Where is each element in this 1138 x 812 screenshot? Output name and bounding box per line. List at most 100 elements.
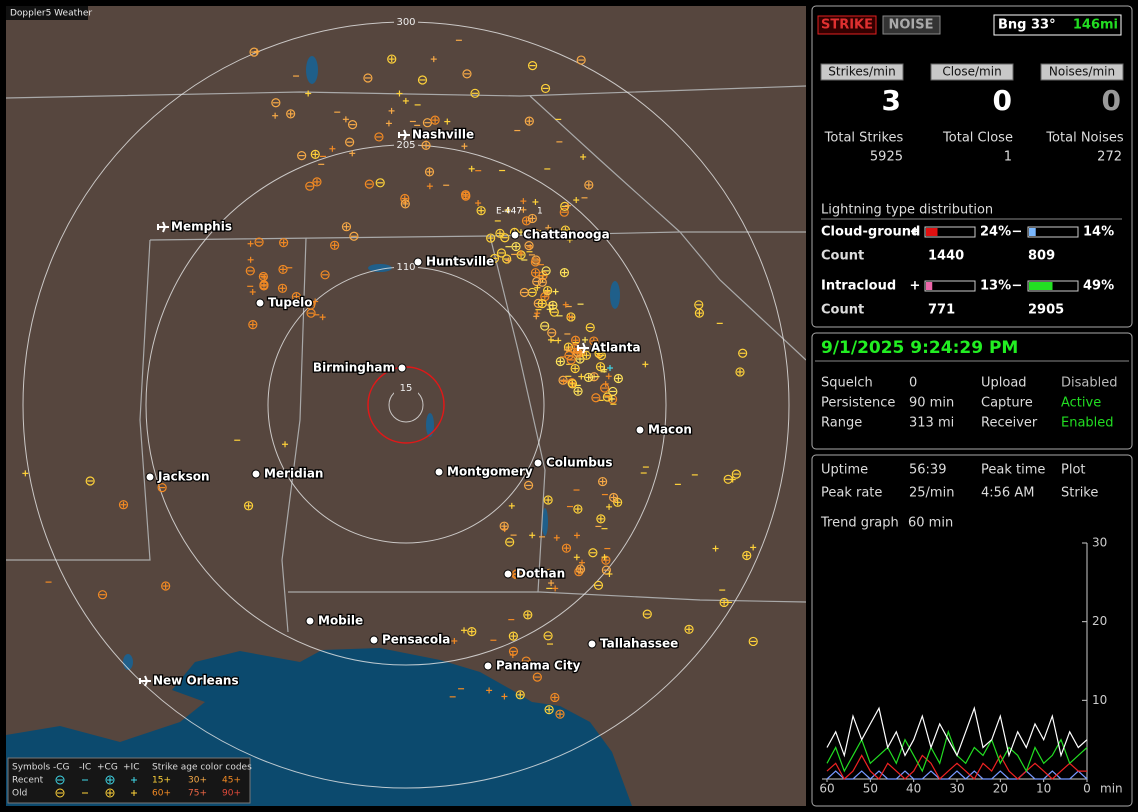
rate-button-label[interactable]: Close/min bbox=[942, 65, 1001, 79]
marker-ring bbox=[519, 287, 529, 298]
ring-label-bg bbox=[394, 16, 418, 28]
strike-marker bbox=[735, 367, 745, 377]
rate-button-label[interactable]: Strikes/min bbox=[828, 65, 895, 79]
marker-ring bbox=[531, 229, 541, 239]
strike-marker bbox=[319, 314, 326, 321]
noise-button[interactable] bbox=[882, 15, 941, 35]
lake bbox=[368, 264, 392, 272]
strike-marker bbox=[508, 502, 515, 509]
state-border bbox=[281, 237, 307, 633]
marker-ring bbox=[55, 775, 65, 785]
setting-text: Active bbox=[1061, 396, 1101, 411]
strike-marker bbox=[578, 373, 585, 380]
marker-ring bbox=[470, 88, 480, 98]
trend-span: 60 min bbox=[908, 516, 953, 531]
rate-value: 0 bbox=[993, 84, 1012, 117]
marker-ring bbox=[421, 130, 431, 141]
strike-marker bbox=[118, 500, 129, 510]
strike-marker bbox=[573, 197, 580, 204]
x-tick-label: 0 bbox=[1083, 782, 1091, 796]
marker-ring bbox=[271, 98, 281, 108]
strike-marker bbox=[461, 191, 471, 201]
marker-ring bbox=[576, 55, 586, 65]
strike-marker bbox=[518, 663, 525, 670]
strike-marker bbox=[529, 532, 536, 539]
strike-marker bbox=[584, 180, 594, 190]
marker-ring bbox=[613, 373, 623, 384]
percent-track bbox=[1027, 280, 1079, 292]
strike-marker bbox=[312, 177, 322, 187]
rate-button[interactable] bbox=[820, 63, 904, 81]
strike-marker bbox=[499, 521, 509, 531]
marker-ring bbox=[548, 300, 558, 311]
noise-button-label[interactable]: NOISE bbox=[888, 18, 933, 33]
marker-ring bbox=[417, 75, 428, 85]
x-tick-label: 40 bbox=[906, 782, 921, 796]
marker-ring bbox=[537, 299, 547, 309]
setting-text: 0 bbox=[909, 376, 917, 391]
city-label: Panama City bbox=[496, 659, 581, 673]
rate-button-label[interactable]: Noises/min bbox=[1049, 65, 1115, 79]
state-border bbox=[489, 235, 546, 593]
city-label: Jackson bbox=[157, 470, 210, 484]
strike-marker bbox=[245, 266, 255, 276]
rate-button[interactable] bbox=[1040, 63, 1124, 81]
rate-button[interactable] bbox=[930, 63, 1014, 81]
marker-ring bbox=[575, 564, 586, 574]
strike-marker bbox=[470, 88, 480, 98]
marker-ring bbox=[430, 115, 440, 125]
strike-marker bbox=[547, 336, 554, 343]
city-dot bbox=[434, 467, 444, 477]
strike-marker bbox=[254, 237, 264, 247]
sign: + bbox=[910, 225, 921, 240]
setting-text: Enabled bbox=[1061, 416, 1114, 431]
map[interactable]: 300 205 110 15 Nashville Memphis Chattanooga Hu… bbox=[6, 6, 806, 806]
strike-marker bbox=[642, 609, 652, 619]
strike-marker bbox=[543, 495, 553, 505]
strike-marker bbox=[569, 343, 579, 354]
marker-ring bbox=[596, 514, 606, 524]
strike-marker bbox=[712, 545, 719, 552]
total-label: Total Strikes bbox=[824, 131, 904, 146]
annotation: 1 bbox=[537, 207, 543, 217]
strike-button-label[interactable]: STRIKE bbox=[821, 18, 873, 33]
marker-ring bbox=[573, 504, 583, 514]
total-label: Total Close bbox=[942, 131, 1013, 146]
marker-ring bbox=[584, 180, 594, 190]
state-border bbox=[679, 231, 806, 361]
strike-marker bbox=[531, 229, 541, 239]
marker-ring bbox=[609, 492, 619, 503]
strike-marker bbox=[476, 206, 486, 216]
strike-marker bbox=[508, 631, 518, 641]
airport-icon bbox=[139, 675, 151, 687]
marker-ring bbox=[341, 222, 352, 232]
city-dot bbox=[305, 616, 315, 626]
strike-marker bbox=[279, 238, 289, 248]
strike-marker bbox=[282, 441, 289, 448]
strike-marker bbox=[468, 165, 475, 172]
strike-marker bbox=[561, 543, 572, 553]
marker-ring bbox=[527, 213, 537, 224]
strike-button[interactable] bbox=[817, 15, 877, 35]
city-dot bbox=[483, 661, 493, 671]
marker-ring bbox=[581, 350, 591, 360]
legend-age: 30+ bbox=[188, 776, 207, 786]
marker-ring bbox=[608, 386, 618, 397]
setting-text: 90 min bbox=[909, 396, 954, 411]
strike-marker bbox=[247, 240, 254, 247]
strike-marker bbox=[421, 140, 431, 150]
marker-ring bbox=[574, 567, 584, 577]
rate-value: 0 bbox=[1102, 84, 1121, 117]
legend-row-label: Old bbox=[12, 789, 27, 799]
marker-ring bbox=[421, 140, 431, 150]
marker-ring bbox=[738, 348, 748, 358]
city-dot bbox=[587, 639, 597, 649]
city-dot bbox=[255, 298, 265, 308]
strike-marker bbox=[330, 240, 340, 250]
marker-ring bbox=[524, 241, 534, 251]
strike-marker bbox=[519, 287, 529, 298]
marker-ring bbox=[544, 568, 554, 578]
strike-marker bbox=[509, 651, 516, 658]
